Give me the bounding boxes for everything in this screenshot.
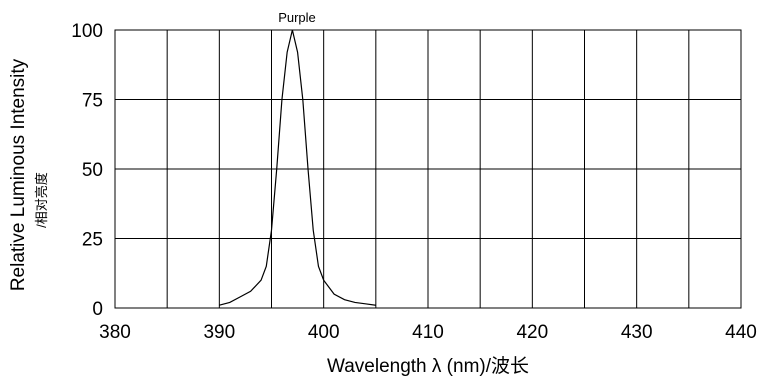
y-tick-label: 25 bbox=[82, 230, 103, 251]
x-tick-label: 420 bbox=[516, 322, 548, 343]
x-tick-labels: 380 390 400 410 420 430 440 bbox=[99, 322, 757, 343]
y-tick-labels: 0 25 50 75 100 bbox=[71, 21, 103, 320]
plot-frame bbox=[114, 29, 742, 309]
y-tick-label: 0 bbox=[92, 299, 103, 320]
x-axis-label: Wavelength λ (nm)/波长 bbox=[327, 355, 529, 377]
x-tick-label: 380 bbox=[99, 322, 131, 343]
y-axis-label: Relative Luminous Intensity bbox=[8, 58, 29, 291]
peak-annotation: Purple bbox=[278, 10, 316, 25]
spectrum-curve bbox=[219, 29, 376, 306]
y-axis-label-secondary: /相对亮度 bbox=[34, 172, 49, 228]
y-tick-label: 100 bbox=[71, 21, 103, 42]
x-tick-label: 430 bbox=[621, 322, 653, 343]
x-tick-label: 410 bbox=[412, 322, 444, 343]
x-tick-label: 400 bbox=[308, 322, 340, 343]
x-tick-label: 440 bbox=[725, 322, 757, 343]
y-tick-label: 75 bbox=[82, 91, 103, 112]
y-tick-label: 50 bbox=[82, 160, 103, 181]
x-tick-label: 390 bbox=[203, 322, 235, 343]
